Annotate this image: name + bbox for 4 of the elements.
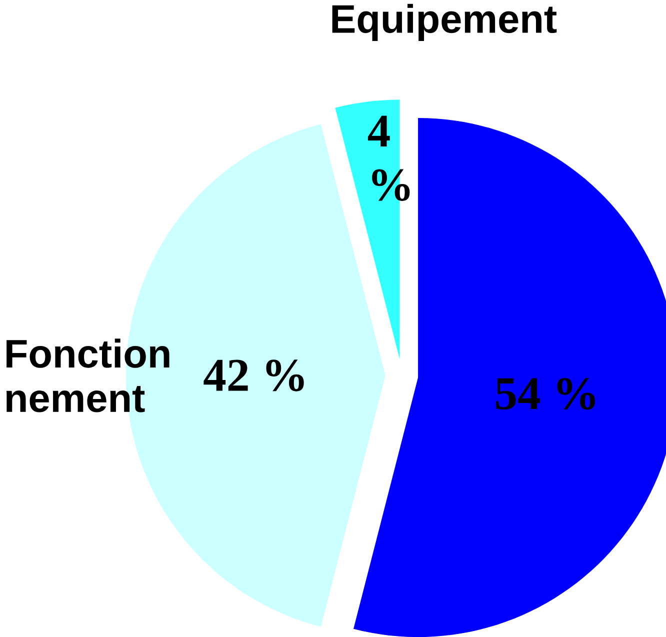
slice-label: Equipement	[332, 4, 557, 41]
data-label: 42 %	[204, 360, 304, 392]
slice-label: Fonction nement	[6, 338, 170, 412]
data-label: 54 %	[496, 378, 595, 410]
